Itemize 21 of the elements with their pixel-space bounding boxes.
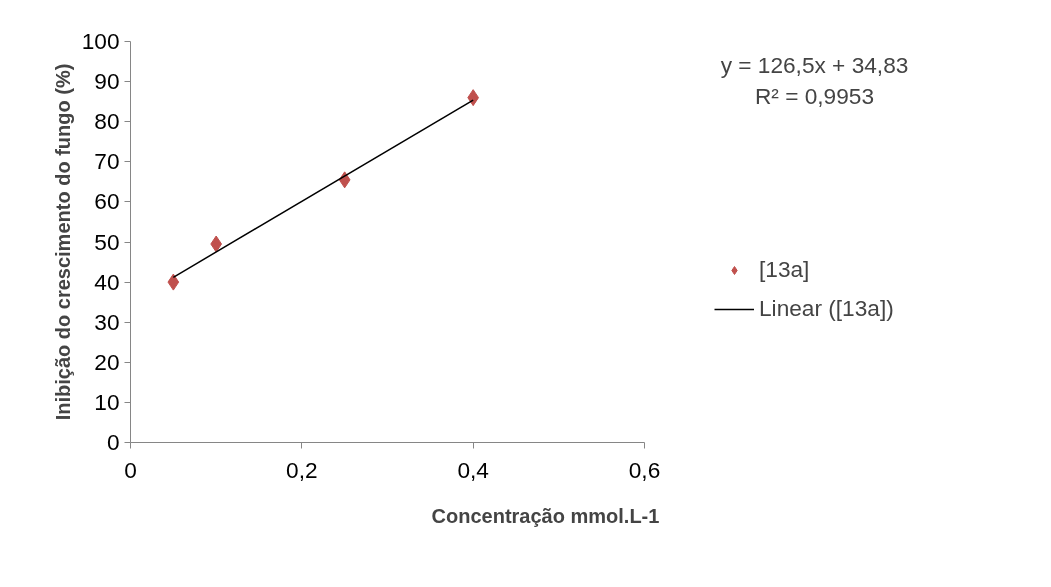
text: y = 126,5x + 34,83 R² = 0,9953 [720, 51, 909, 109]
y-tick-label: 80 [94, 108, 120, 135]
x-tick-label: 0,4 [457, 456, 489, 483]
y-tick-label: 20 [94, 348, 120, 375]
y-tick-label: 10 [94, 388, 120, 415]
y-tick-label: 60 [94, 188, 120, 215]
point [167, 273, 180, 291]
y-tick-label: 90 [94, 68, 120, 95]
x-axis-title: Concentração mmol.L-1 [431, 504, 660, 527]
legend-label: [13a] [759, 256, 810, 283]
y-tick-label: 0 [106, 429, 120, 455]
y-axis-title: Inibição do crescimento do fungo (%) [51, 63, 74, 421]
y-tick-label: 100 [81, 28, 120, 54]
y-tick-label: 70 [94, 148, 120, 175]
x-tick-label: 0,2 [286, 456, 318, 483]
legend-label: Linear ([13a]) [759, 295, 894, 322]
y-tick-label: 30 [94, 308, 120, 335]
y-tick-label: 40 [94, 268, 120, 295]
y-tick-label: 50 [94, 228, 120, 255]
x-tick-label: 0,6 [628, 456, 661, 483]
x-tick-label: 0 [124, 456, 137, 483]
